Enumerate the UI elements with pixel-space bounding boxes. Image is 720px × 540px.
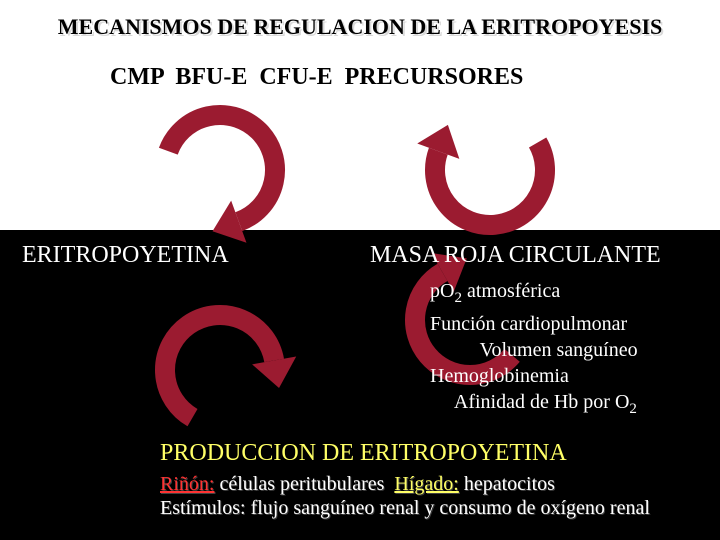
bottom-lines: Riñón: células peritubulares Hígado: hep… xyxy=(160,472,650,520)
slide-title: MECANISMOS DE REGULACION DE LA ERITROPOY… xyxy=(0,14,720,40)
bottom-title: PRODUCCION DE ERITROPOYETINA xyxy=(160,440,567,467)
label-eritropoyetina: ERITROPOYETINA xyxy=(22,242,229,269)
factors-list: pO2 atmosféricaFunción cardiopulmonar Vo… xyxy=(430,278,638,422)
progenitor-row: CMP BFU-E CFU-E PRECURSORES xyxy=(110,64,523,91)
slide-root: MECANISMOS DE REGULACION DE LA ERITROPOY… xyxy=(0,0,720,540)
label-masa-roja: MASA ROJA CIRCULANTE xyxy=(370,242,661,269)
